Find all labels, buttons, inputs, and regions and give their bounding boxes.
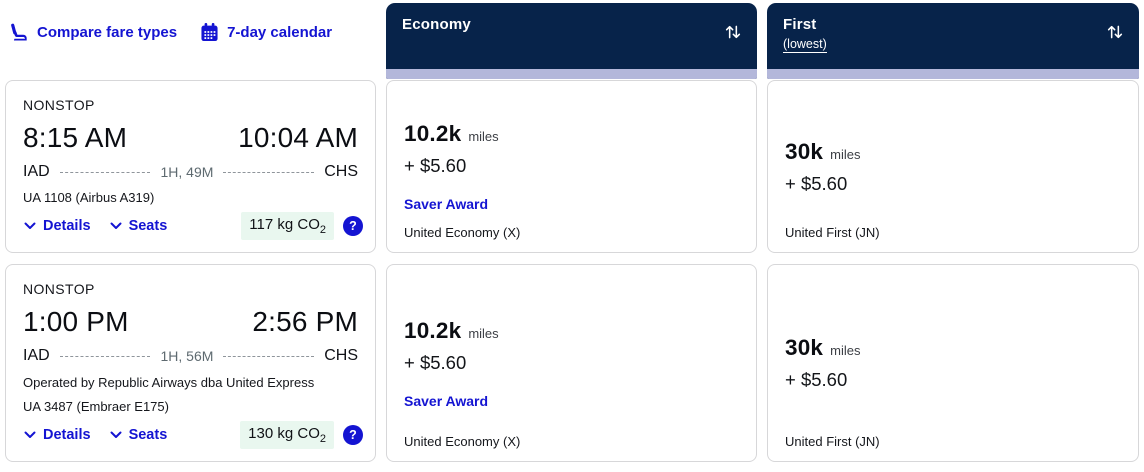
first-fare-button[interactable]: 30k miles + $5.60 United First (JN)	[767, 264, 1139, 462]
taxes-fees: + $5.60	[785, 172, 848, 194]
first-header-label: First	[783, 16, 817, 33]
times-row: 1:00 PM 2:56 PM	[23, 306, 358, 338]
miles-unit: miles	[830, 343, 861, 358]
first-fare-button[interactable]: 30k miles + $5.60 United First (JN)	[767, 80, 1139, 253]
stops-label: NONSTOP	[23, 281, 95, 297]
economy-header-strip	[386, 69, 757, 79]
route-dash	[59, 171, 151, 173]
miles-unit: miles	[468, 129, 499, 144]
details-label: Details	[43, 218, 91, 234]
economy-column-header: Economy	[386, 3, 757, 79]
saver-award-label: Saver Award	[404, 196, 489, 212]
miles-row: 30k miles	[785, 139, 1121, 165]
economy-header-label: Economy	[402, 16, 471, 33]
co2-help-icon[interactable]: ?	[343, 425, 363, 445]
miles-amount: 30k	[785, 335, 824, 360]
seven-day-calendar-link[interactable]: 7-day calendar	[199, 22, 332, 43]
cabin-class-label: United Economy (X)	[404, 434, 521, 449]
first-lowest-link[interactable]: (lowest)	[783, 37, 827, 53]
co2-help-icon[interactable]: ?	[343, 216, 363, 236]
economy-fare-button[interactable]: 10.2k miles + $5.60 Saver Award United E…	[386, 80, 757, 253]
depart-time: 8:15 AM	[23, 122, 128, 153]
miles-unit: miles	[830, 146, 861, 162]
seat-icon	[9, 22, 30, 43]
miles-row: 10.2k miles	[404, 121, 739, 147]
co2-badge: 117 kg CO2	[241, 212, 334, 240]
flight-row-1: NONSTOP 8:15 AM 10:04 AM IAD 1H, 49M CHS…	[0, 80, 1144, 253]
co2-badge: 130 kg CO2	[240, 421, 334, 449]
card-bottom-row: Details Seats 117 kg CO2 ?	[23, 212, 363, 240]
economy-fare-button[interactable]: 10.2k miles + $5.60 Saver Award United E…	[386, 264, 757, 462]
cabin-class-label: United Economy (X)	[404, 225, 521, 240]
chevron-down-icon	[24, 431, 36, 438]
miles-unit: miles	[468, 325, 499, 341]
operated-by-label: Operated by Republic Airways dba United …	[23, 375, 315, 390]
details-link[interactable]: Details	[23, 427, 91, 443]
co2-group: 130 kg CO2 ?	[240, 421, 363, 449]
details-link[interactable]: Details	[23, 218, 91, 234]
sort-first-button[interactable]	[1103, 20, 1127, 44]
taxes-fees: + $5.60	[404, 351, 467, 373]
seats-label: Seats	[128, 218, 168, 234]
details-label: Details	[43, 427, 91, 443]
co2-group: 117 kg CO2 ?	[241, 212, 363, 240]
calendar-icon	[199, 22, 220, 43]
arrive-time: 10:04 AM	[238, 122, 358, 153]
flight-number-aircraft: UA 1108 (Airbus A319)	[23, 190, 155, 205]
seats-link[interactable]: Seats	[109, 218, 168, 234]
cabin-class-label: United First (JN)	[785, 434, 880, 449]
route-dash	[223, 171, 315, 173]
destination-airport: CHS	[324, 347, 358, 364]
sort-economy-button[interactable]	[721, 20, 745, 44]
seats-label: Seats	[128, 427, 168, 443]
chevron-down-icon	[110, 431, 122, 438]
cabin-class-label: United First (JN)	[785, 225, 880, 240]
flight-row-2: NONSTOP 1:00 PM 2:56 PM IAD 1H, 56M CHS …	[0, 264, 1144, 462]
chevron-down-icon	[24, 222, 36, 229]
flight-card: NONSTOP 8:15 AM 10:04 AM IAD 1H, 49M CHS…	[5, 80, 376, 253]
flight-duration: 1H, 56M	[160, 348, 214, 364]
first-column-header: First (lowest)	[767, 3, 1139, 79]
miles-amount: 30k	[785, 138, 824, 164]
compare-fare-types-label: Compare fare types	[37, 23, 178, 41]
saver-award-label: Saver Award	[404, 392, 489, 409]
flight-duration: 1H, 49M	[160, 164, 214, 180]
route-dash	[223, 355, 315, 357]
toolbar: Compare fare types	[5, 3, 376, 79]
miles-amount: 10.2k	[404, 317, 462, 343]
arrive-time: 2:56 PM	[252, 306, 358, 337]
depart-time: 1:00 PM	[23, 306, 129, 337]
route-dash	[59, 355, 151, 357]
route-row: IAD 1H, 56M CHS	[23, 347, 358, 365]
card-bottom-row: Details Seats 130 kg CO2 ?	[23, 421, 363, 449]
route-row: IAD 1H, 49M CHS	[23, 163, 358, 181]
flight-number-aircraft: UA 3487 (Embraer E175)	[23, 399, 169, 414]
header-row: Compare fare types	[0, 3, 1144, 79]
origin-airport: IAD	[23, 347, 50, 364]
seats-link[interactable]: Seats	[109, 427, 168, 443]
chevron-down-icon	[110, 222, 122, 229]
first-header-strip	[767, 69, 1139, 79]
compare-fare-types-link[interactable]: Compare fare types	[9, 22, 177, 43]
origin-airport: IAD	[23, 163, 50, 180]
miles-row: 30k miles	[785, 335, 1121, 361]
destination-airport: CHS	[324, 163, 358, 180]
miles-amount: 10.2k	[404, 121, 462, 146]
expander-links: Details Seats	[23, 427, 167, 443]
stops-label: NONSTOP	[23, 97, 95, 113]
expander-links: Details Seats	[23, 218, 167, 234]
flight-card: NONSTOP 1:00 PM 2:56 PM IAD 1H, 56M CHS …	[5, 264, 376, 462]
taxes-fees: + $5.60	[785, 369, 848, 390]
times-row: 8:15 AM 10:04 AM	[23, 122, 358, 154]
taxes-fees: + $5.60	[404, 155, 467, 176]
miles-row: 10.2k miles	[404, 318, 739, 344]
seven-day-calendar-label: 7-day calendar	[227, 23, 333, 41]
